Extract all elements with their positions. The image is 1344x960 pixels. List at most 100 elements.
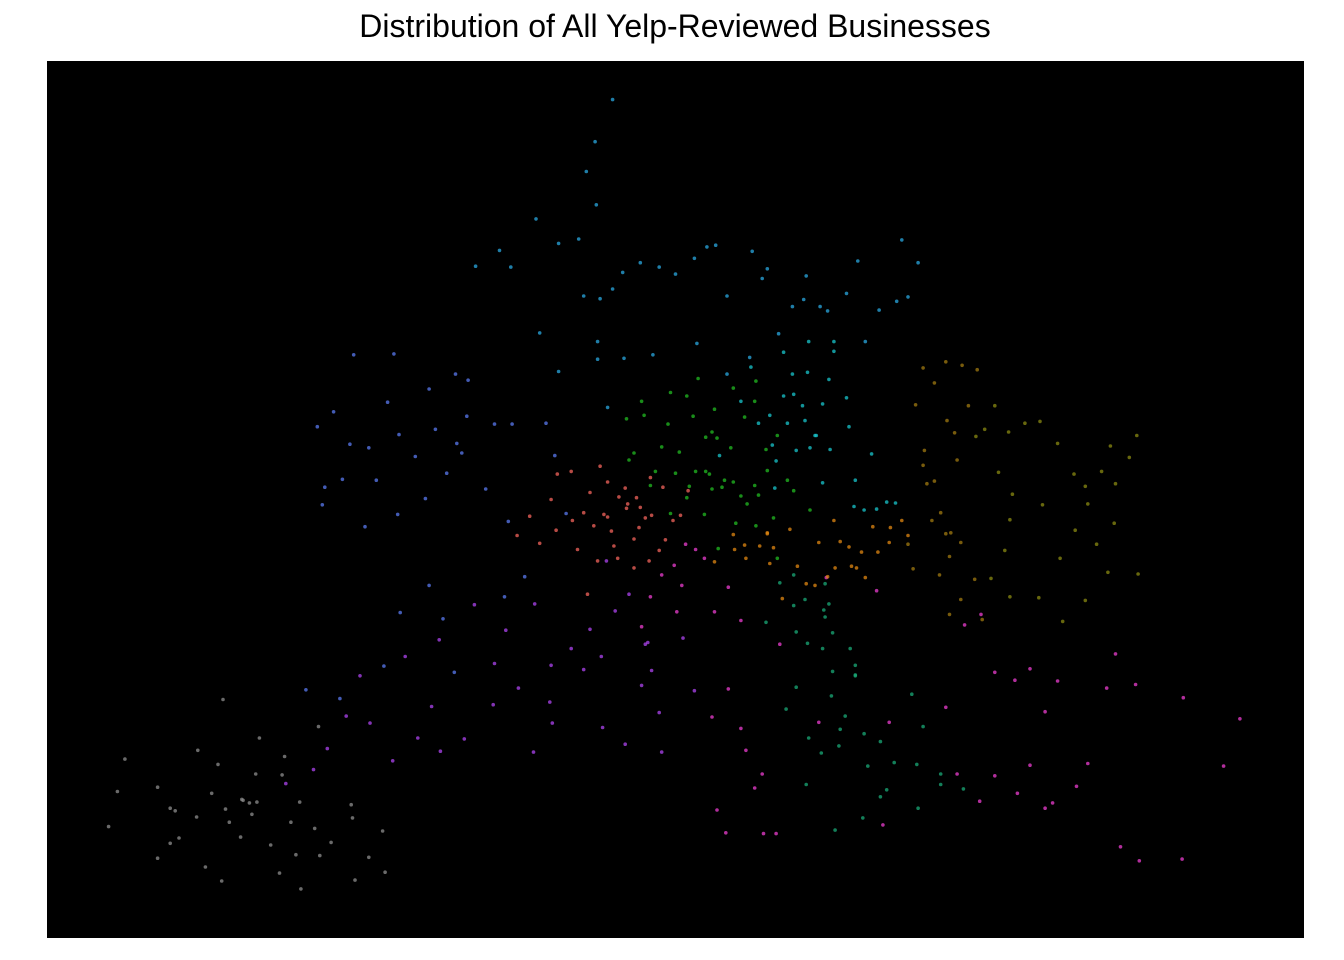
data-point <box>1106 570 1110 575</box>
data-point <box>980 617 984 622</box>
data-point <box>938 772 943 776</box>
data-point <box>832 339 836 344</box>
data-point <box>778 642 782 646</box>
scatter-plot <box>47 61 1304 938</box>
data-point <box>280 773 284 777</box>
data-point <box>338 696 342 701</box>
data-point <box>947 612 952 617</box>
series-9 <box>974 403 1140 624</box>
data-point <box>817 540 821 545</box>
data-point <box>123 757 127 761</box>
data-point <box>556 369 561 374</box>
data-point <box>966 403 971 408</box>
data-point <box>397 432 401 437</box>
data-point <box>609 529 614 533</box>
data-point <box>959 540 963 545</box>
data-point <box>581 294 586 298</box>
data-point <box>922 448 927 453</box>
data-point <box>960 363 964 368</box>
data-point <box>1055 441 1060 446</box>
data-point <box>1060 619 1065 624</box>
data-point <box>712 407 717 412</box>
data-point <box>429 704 434 709</box>
data-point <box>462 737 467 741</box>
data-point <box>913 403 918 407</box>
data-point <box>856 259 860 263</box>
data-point <box>569 469 573 474</box>
data-point <box>790 372 795 376</box>
series-5 <box>717 339 898 512</box>
data-point <box>833 566 837 570</box>
data-point <box>634 495 639 500</box>
data-point <box>515 533 519 538</box>
data-point <box>878 739 883 744</box>
data-point <box>599 654 604 659</box>
data-point <box>830 669 835 674</box>
data-point <box>637 525 641 530</box>
data-point <box>554 528 558 532</box>
data-point <box>705 245 709 249</box>
plot-area <box>47 61 1304 938</box>
data-point <box>413 454 418 459</box>
data-point <box>944 705 948 710</box>
data-point <box>605 480 610 484</box>
data-point <box>916 806 920 810</box>
data-point <box>1043 709 1047 714</box>
data-point <box>1055 679 1060 683</box>
data-point <box>316 724 321 729</box>
data-point <box>612 544 616 548</box>
data-point <box>863 339 868 344</box>
data-point <box>1003 548 1007 553</box>
data-point <box>884 500 889 504</box>
data-point <box>497 248 502 253</box>
data-point <box>209 791 214 796</box>
data-point <box>668 390 673 395</box>
data-point <box>788 527 792 532</box>
data-point <box>947 554 952 559</box>
data-point <box>803 418 807 423</box>
data-point <box>949 531 953 535</box>
data-point <box>713 243 718 247</box>
data-point <box>972 577 977 582</box>
data-point <box>437 638 442 642</box>
data-point <box>444 471 449 476</box>
data-point <box>649 513 654 518</box>
data-point <box>774 459 778 463</box>
data-point <box>473 264 478 268</box>
data-point <box>791 392 796 397</box>
data-point <box>284 781 288 786</box>
data-point <box>979 612 983 617</box>
data-point <box>1037 595 1041 600</box>
data-point <box>516 686 521 690</box>
data-point <box>774 831 778 836</box>
data-point <box>668 511 673 516</box>
data-point <box>1127 455 1132 460</box>
data-point <box>348 442 352 447</box>
data-point <box>757 544 762 548</box>
data-point <box>588 490 592 495</box>
data-point <box>686 488 690 493</box>
data-point <box>830 631 835 635</box>
data-point <box>715 436 719 440</box>
data-point <box>695 341 699 346</box>
data-point <box>595 559 600 563</box>
data-point <box>996 470 1001 475</box>
data-point <box>829 694 834 698</box>
data-point <box>844 291 849 296</box>
data-point <box>702 512 707 517</box>
data-point <box>808 508 812 512</box>
data-point <box>817 720 821 725</box>
data-point <box>683 542 688 546</box>
data-point <box>638 505 643 510</box>
data-point <box>203 865 208 869</box>
data-point <box>598 464 602 469</box>
data-point <box>671 518 675 523</box>
data-point <box>717 453 722 458</box>
data-point <box>581 510 586 515</box>
data-point <box>350 816 355 820</box>
data-point <box>693 547 698 552</box>
series-2 <box>284 559 697 786</box>
data-point <box>349 802 354 807</box>
data-point <box>756 421 761 426</box>
data-point <box>537 541 542 546</box>
